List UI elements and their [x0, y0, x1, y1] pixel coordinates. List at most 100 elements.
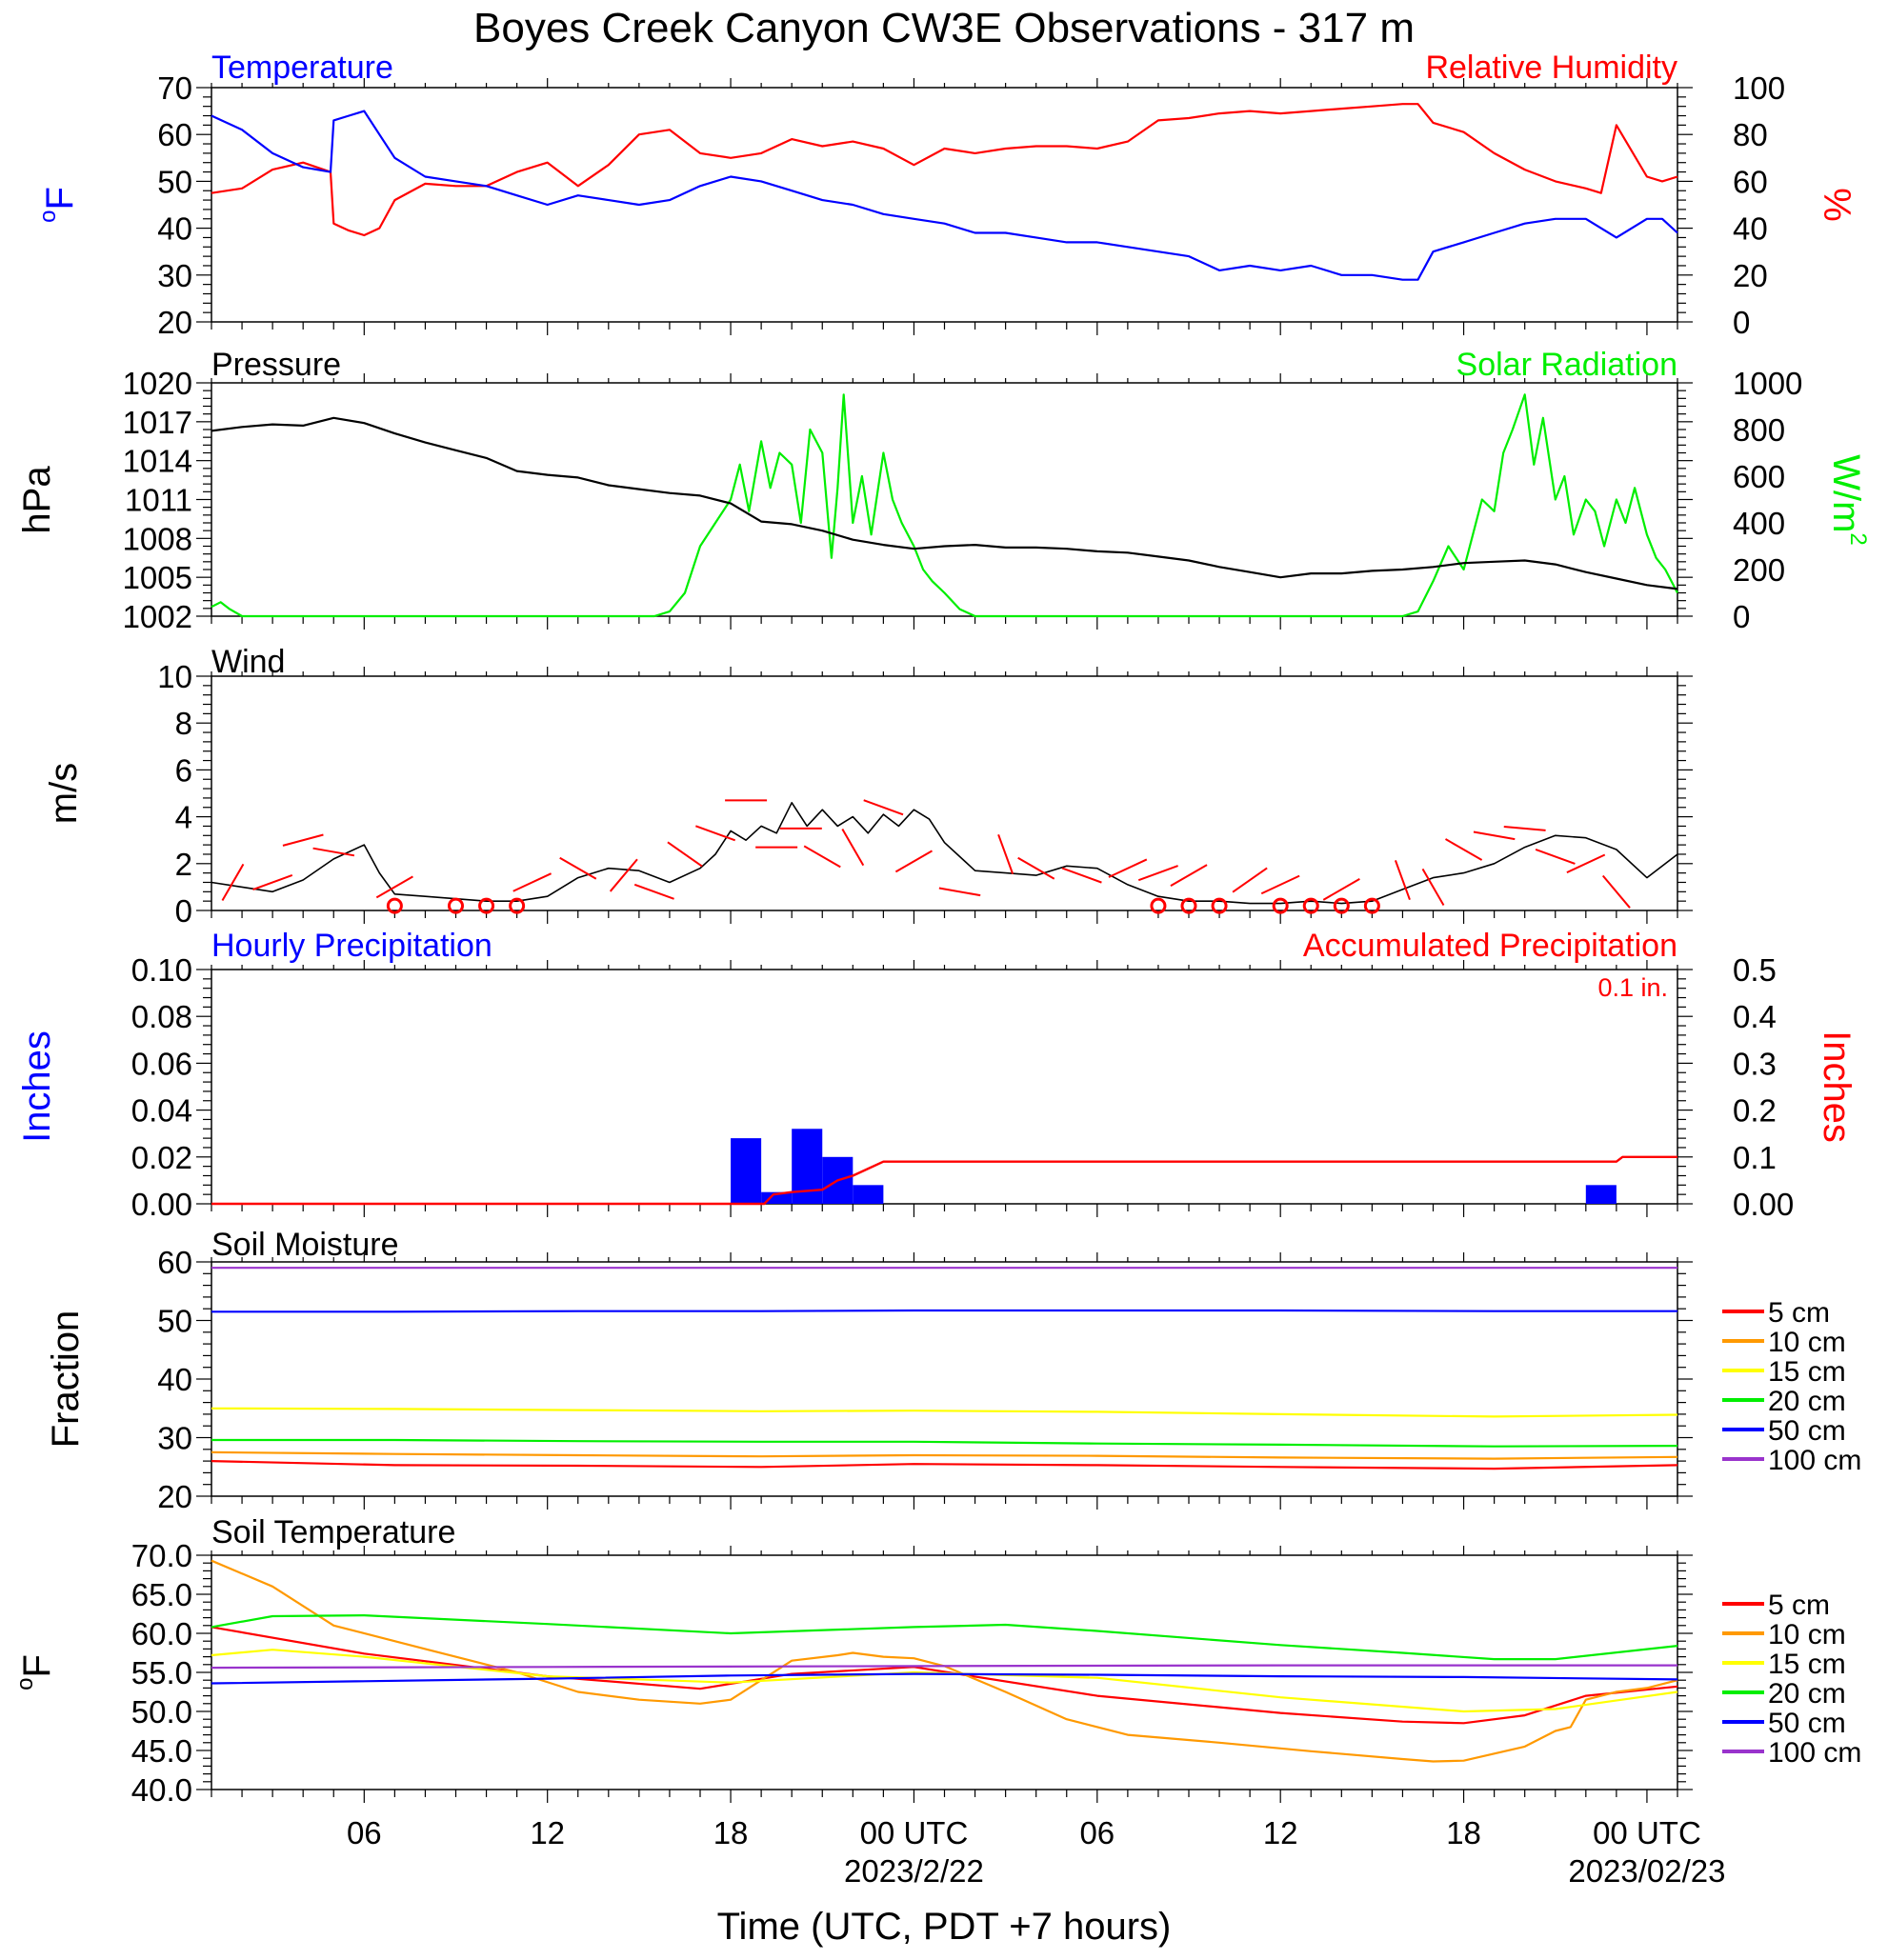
- wind-barb: [1137, 865, 1178, 882]
- svg-text:hPa: hPa: [16, 466, 58, 534]
- temp-rh-series: [211, 103, 1678, 281]
- temp-unit-sup: o: [35, 210, 61, 223]
- wind-barb: [512, 872, 552, 892]
- y-tick-label: 1008: [123, 521, 192, 556]
- wind-barb: [841, 829, 865, 867]
- accum-precip-unit-label: Inches: [1816, 1030, 1858, 1143]
- calm-wind-marker: [1302, 897, 1319, 914]
- svg-text:oF: oF: [35, 187, 81, 223]
- y-tick-label: 0.04: [131, 1093, 192, 1129]
- svg-text:Fraction: Fraction: [45, 1310, 87, 1449]
- wind-barb: [312, 847, 355, 857]
- accum-precip-title: Accumulated Precipitation: [1303, 928, 1677, 964]
- y-tick-label: 1020: [123, 366, 192, 401]
- calm-wind-marker: [1180, 897, 1197, 914]
- calm-wind-marker: [448, 897, 464, 914]
- wind-barb: [1535, 848, 1576, 865]
- wind-barb: [1503, 825, 1546, 831]
- pressure-title: Pressure: [211, 347, 341, 383]
- calm-wind-marker: [1363, 897, 1380, 914]
- wind-barb: [1017, 856, 1055, 880]
- y2-tick-label: 0.4: [1733, 999, 1777, 1034]
- y-tick-label: 1011: [125, 483, 192, 518]
- wind-barb: [695, 825, 736, 842]
- soil-temp-line: [211, 1664, 1677, 1670]
- wind-barb: [997, 833, 1014, 874]
- y-tick-label: 30: [157, 258, 192, 293]
- y-tick-label: 0: [175, 893, 192, 929]
- y2-tick-label: 0.3: [1733, 1046, 1777, 1081]
- solar-radiation-line: [211, 393, 1678, 618]
- wind-barb: [633, 883, 674, 900]
- y-tick-label: 0.06: [131, 1046, 192, 1081]
- y-tick-label: 10: [157, 659, 192, 694]
- pressure-solar-series: [211, 393, 1678, 618]
- soil-temp-ticks: 40.045.050.0 55.0 60.0 65.0 70.0: [131, 1538, 1693, 1808]
- y2-tick-label: 800: [1733, 412, 1785, 448]
- legend-label: 100 cm: [1768, 1737, 1861, 1769]
- solar-unit-base: W/m: [1825, 454, 1867, 532]
- y-tick-label: 60: [157, 117, 192, 152]
- legend-label: 5 cm: [1768, 1297, 1830, 1329]
- pressure-line: [211, 416, 1678, 590]
- x-tick-label: 06: [1079, 1815, 1115, 1850]
- y-tick-label: 1014: [123, 444, 192, 479]
- y2-tick-label: 60: [1733, 164, 1768, 199]
- temperature-title: Temperature: [211, 50, 393, 86]
- calm-wind-marker: [509, 897, 526, 914]
- wind-barb: [1260, 874, 1300, 895]
- soil-moisture-title: Soil Moisture: [211, 1227, 399, 1263]
- wind-title: Wind: [211, 644, 285, 680]
- temp-rh-panel: 20 30 40 50 60 70 0 20 40 60 80 100 Temperature Rel…: [35, 50, 1858, 340]
- soil-temp-series: [211, 1559, 1678, 1763]
- soil-temp-unit-label: oF: [12, 1654, 58, 1690]
- y-tick-label: 70: [157, 70, 192, 106]
- wind-panel: 0 2 4 6 8 10 Wind m/s: [43, 644, 1693, 929]
- y-tick-label: 30: [157, 1421, 192, 1456]
- x-tick-label: 00 UTC: [1593, 1815, 1701, 1850]
- svg-text:oF: oF: [12, 1654, 58, 1690]
- soil-moisture-line: [211, 1450, 1678, 1460]
- wind-barb: [1473, 830, 1516, 841]
- y2-tick-label: 80: [1733, 117, 1768, 152]
- y-tick-label: 60: [157, 1245, 192, 1280]
- y-tick-label: 1002: [123, 599, 192, 634]
- wind-barb: [1394, 860, 1411, 901]
- calm-wind-marker: [1150, 897, 1167, 914]
- soil-moisture-line: [211, 1438, 1678, 1448]
- soil-temp-line: [211, 1613, 1678, 1661]
- hourly-precip-title: Hourly Precipitation: [211, 928, 492, 964]
- svg-text:W/m2: W/m2: [1825, 454, 1871, 546]
- y2-tick-label: 40: [1733, 211, 1768, 247]
- y-tick-label: 70.0: [131, 1538, 192, 1573]
- x-tick-label: 12: [1263, 1815, 1298, 1850]
- wind-barb: [938, 887, 981, 897]
- wind-barb: [1421, 868, 1445, 906]
- x-axis-title: Time (UTC, PDT +7 hours): [717, 1906, 1172, 1948]
- x-tick-label: 18: [1446, 1815, 1481, 1850]
- y2-tick-label: 0.1: [1733, 1140, 1777, 1175]
- pressure-unit-label: hPa: [16, 466, 58, 534]
- y-tick-label: 0.10: [131, 952, 192, 988]
- y2-tick-label: 100: [1733, 70, 1785, 106]
- wind-unit-label: m/s: [43, 763, 85, 824]
- wind-barb: [1566, 853, 1606, 874]
- temperature-line: [211, 110, 1678, 281]
- y2-tick-label: 200: [1733, 552, 1785, 588]
- wind-barb: [863, 799, 904, 816]
- rh-unit-label: %: [1816, 188, 1858, 222]
- legend-label: 20 cm: [1768, 1678, 1846, 1710]
- solar-radiation-title: Solar Radiation: [1456, 347, 1677, 383]
- legend-label: 15 cm: [1768, 1356, 1846, 1388]
- wind-barb: [282, 833, 324, 847]
- y-tick-label: 6: [175, 752, 192, 788]
- wind-barb: [375, 875, 413, 899]
- y-tick-label: 0.08: [131, 999, 192, 1034]
- legend-label: 50 cm: [1768, 1415, 1846, 1447]
- x-tick-label: 18: [713, 1815, 749, 1850]
- y-tick-label: 50: [157, 1304, 192, 1339]
- y-tick-label: 20: [157, 1479, 192, 1514]
